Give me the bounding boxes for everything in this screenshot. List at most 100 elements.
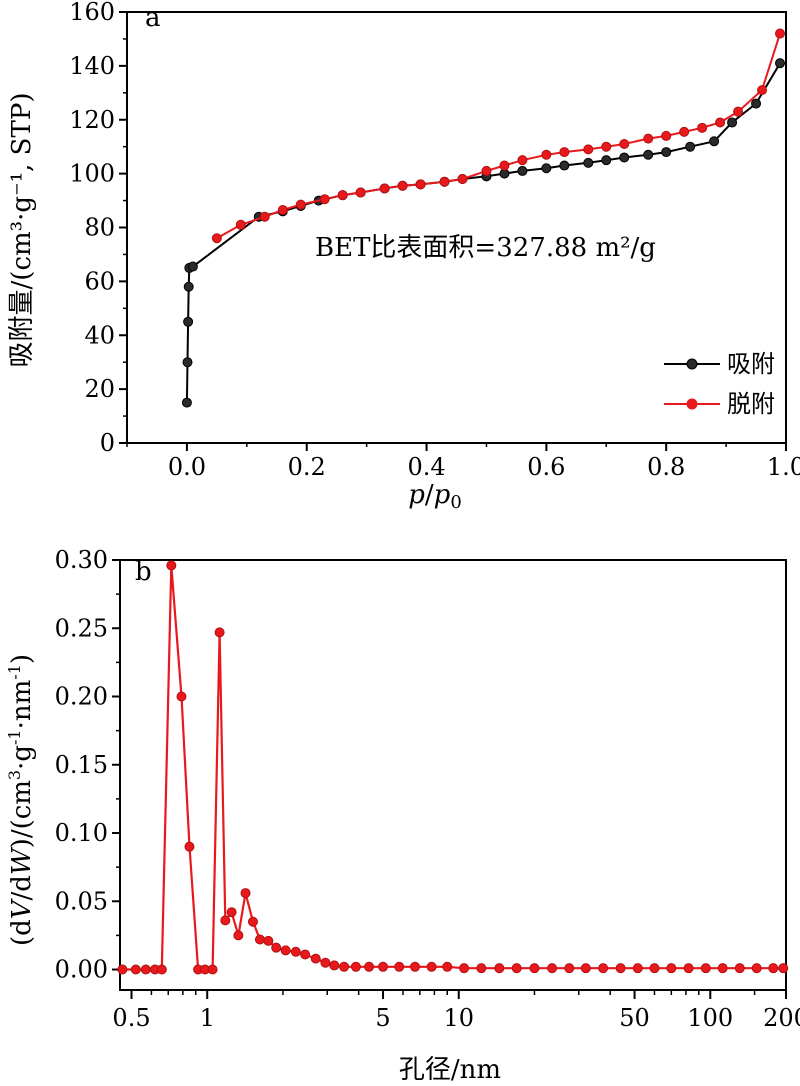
- y-tick-label: 0: [100, 429, 115, 457]
- legend-marker-desorption: [686, 398, 698, 410]
- data-point-desorption: [541, 149, 552, 160]
- panel-b: 0.5 1 5 10 50 100 200 0.00 0.05 0.10 0.15 0.20 0.25 0…: [5, 546, 800, 1085]
- data-point-pore-size: [580, 963, 591, 974]
- data-point-adsorption: [775, 58, 786, 69]
- data-point-pore-size: [300, 949, 311, 960]
- data-point-pore-size: [329, 960, 340, 971]
- panel-b-series: [117, 560, 789, 975]
- x-tick-label: 0.4: [407, 453, 445, 481]
- data-point-desorption: [757, 85, 768, 96]
- y-tick-label: 40: [84, 321, 115, 349]
- panel-b-ylabel: (dV/dW)/(cm3·g-1·nm-1): [5, 654, 37, 946]
- data-point-desorption: [439, 176, 450, 187]
- data-point-pore-size: [717, 963, 728, 974]
- panel-b-ticks: 0.5 1 5 10 50 100 200 0.00 0.05 0.10 0.15 0.20 0.25 0…: [55, 546, 800, 1032]
- data-point-pore-size: [615, 963, 626, 974]
- x-tick-label: 0.8: [647, 453, 685, 481]
- data-point-pore-size: [247, 916, 258, 927]
- data-point-desorption: [697, 122, 708, 133]
- data-point-adsorption: [601, 155, 612, 166]
- panel-a-series: [181, 28, 786, 408]
- data-point-adsorption: [182, 357, 193, 368]
- data-point-adsorption: [619, 152, 630, 163]
- data-point-pore-size: [700, 963, 711, 974]
- data-point-pore-size: [233, 930, 244, 941]
- data-point-desorption: [337, 190, 348, 201]
- data-point-desorption: [517, 155, 528, 166]
- data-point-pore-size: [140, 964, 151, 975]
- data-point-pore-size: [130, 964, 141, 975]
- legend-marker-adsorption: [686, 358, 698, 370]
- data-point-pore-size: [426, 961, 437, 972]
- x-tick-label: 1.0: [767, 453, 800, 481]
- y-tick-label: 120: [69, 106, 115, 134]
- x-tick-label: 0.6: [527, 453, 565, 481]
- data-point-pore-size: [364, 961, 375, 972]
- data-point-pore-size: [547, 963, 558, 974]
- data-point-adsorption: [559, 160, 570, 171]
- panel-a-axes: [126, 11, 787, 444]
- data-point-adsorption: [517, 165, 528, 176]
- data-point-pore-size: [156, 964, 167, 975]
- data-point-pore-size: [240, 888, 251, 899]
- panel-a-legend: 吸附 脱附: [664, 350, 775, 418]
- data-point-pore-size: [632, 963, 643, 974]
- data-point-pore-size: [394, 961, 405, 972]
- data-point-desorption: [415, 179, 426, 190]
- data-point-desorption: [559, 147, 570, 158]
- data-point-desorption: [397, 180, 408, 191]
- y-tick-label: 0.00: [55, 956, 108, 984]
- data-point-desorption: [499, 160, 510, 171]
- data-point-desorption: [775, 28, 786, 39]
- y-tick-label: 140: [69, 52, 115, 80]
- y-tick-label: 0.05: [55, 887, 108, 915]
- x-tick-label: 10: [443, 1004, 474, 1032]
- data-point-pore-size: [378, 961, 389, 972]
- data-point-pore-size: [778, 963, 789, 974]
- data-point-adsorption: [727, 117, 738, 128]
- x-tick-label: 0.5: [112, 1004, 150, 1032]
- y-tick-label: 100: [69, 160, 115, 188]
- y-tick-label: 0.25: [55, 614, 108, 642]
- series-line-pore-size: [122, 565, 784, 971]
- data-point-pore-size: [751, 963, 762, 974]
- panel-a-ylabel: 吸附量/(cm³·g⁻¹, STP): [7, 93, 37, 368]
- legend-label-desorption: 脱附: [727, 390, 775, 418]
- data-point-desorption: [355, 187, 366, 198]
- panel-b-frame: [119, 559, 787, 991]
- data-point-pore-size: [494, 963, 505, 974]
- data-point-pore-size: [564, 963, 575, 974]
- data-point-adsorption: [187, 261, 198, 272]
- legend-label-adsorption: 吸附: [727, 350, 775, 378]
- x-tick-label: 50: [619, 1004, 650, 1032]
- x-tick-label: 0.0: [168, 453, 206, 481]
- bet-annotation: BET比表面积=327.88 m²/g: [315, 233, 656, 263]
- data-point-desorption: [583, 144, 594, 155]
- y-tick-label: 0.10: [55, 819, 108, 847]
- data-point-desorption: [619, 138, 630, 149]
- data-point-pore-size: [649, 963, 660, 974]
- data-point-desorption: [457, 174, 468, 185]
- data-point-pore-size: [734, 963, 745, 974]
- x-tick-label: 200: [763, 1004, 800, 1032]
- data-point-pore-size: [254, 934, 265, 945]
- data-point-pore-size: [339, 961, 350, 972]
- data-point-pore-size: [529, 963, 540, 974]
- y-tick-label: 20: [84, 375, 115, 403]
- data-point-desorption: [211, 233, 222, 244]
- data-point-pore-size: [263, 935, 274, 946]
- data-point-pore-size: [476, 963, 487, 974]
- data-point-pore-size: [290, 946, 301, 957]
- data-point-pore-size: [207, 964, 218, 975]
- data-point-pore-size: [214, 627, 225, 638]
- x-tick-label: 5: [375, 1004, 390, 1032]
- data-point-desorption: [277, 204, 288, 215]
- panel-b-label: b: [135, 557, 152, 587]
- data-point-pore-size: [459, 963, 470, 974]
- data-point-adsorption: [709, 136, 720, 147]
- data-point-desorption: [235, 219, 246, 230]
- data-point-desorption: [319, 194, 330, 205]
- data-point-pore-size: [320, 957, 331, 968]
- data-point-desorption: [379, 183, 390, 194]
